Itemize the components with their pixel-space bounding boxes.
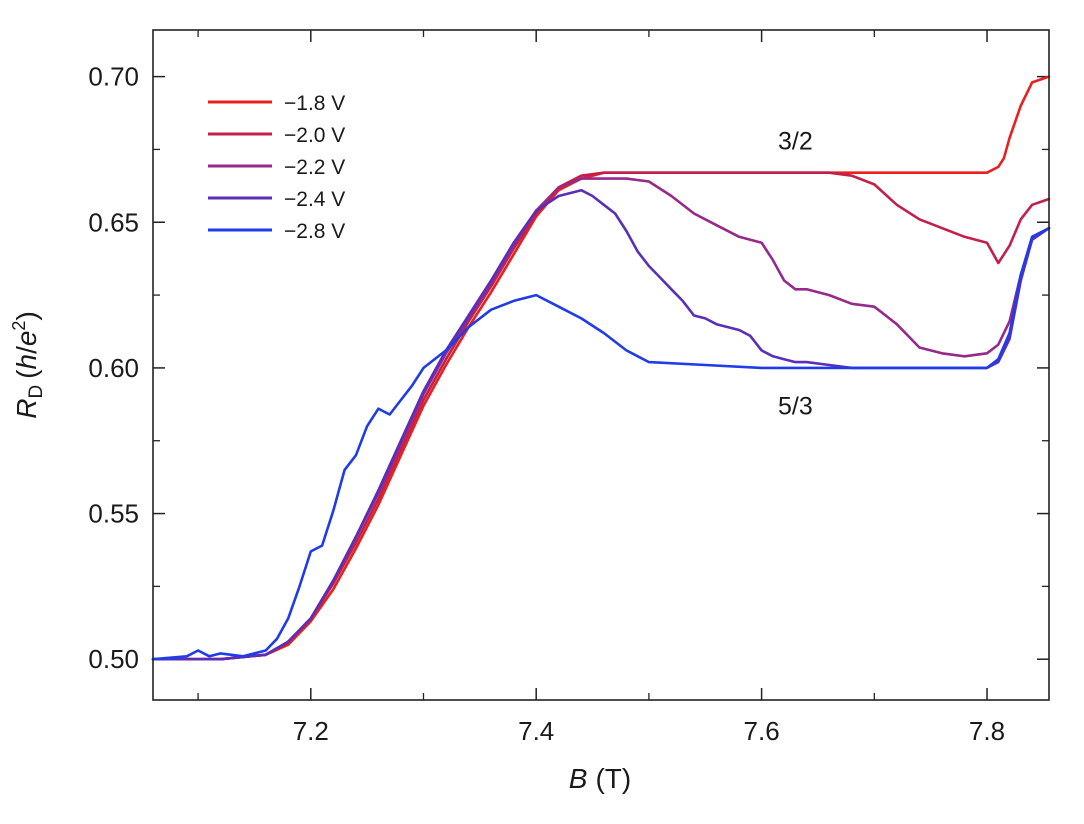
legend-label: −2.2 V xyxy=(284,156,345,179)
x-tick-label: 7.4 xyxy=(518,716,554,746)
series-lines xyxy=(151,75,1051,661)
series-line-3 xyxy=(151,177,1051,661)
plot-frame xyxy=(152,29,1050,701)
y-tick-label: 0.65 xyxy=(88,207,139,237)
y-tick-label: 0.60 xyxy=(88,353,139,383)
y-axis-title: RD(h/e2) xyxy=(9,311,47,419)
x-tick-label: 7.6 xyxy=(744,716,780,746)
series-line-1 xyxy=(151,75,1051,661)
series-line-5 xyxy=(151,226,1051,661)
x-tick-label: 7.2 xyxy=(293,716,329,746)
series-line-4 xyxy=(151,188,1051,661)
series-line-2 xyxy=(151,171,1051,661)
y-tick-label: 0.70 xyxy=(88,62,139,92)
y-tick-label: 0.55 xyxy=(88,499,139,529)
legend: −1.8 V −2.0 V −2.2 V −2.4 V −2.8 V xyxy=(208,92,345,243)
legend-label: −1.8 V xyxy=(284,92,345,115)
x-axis-title: B (T) xyxy=(569,763,631,794)
svg-text:RD(h/e2): RD(h/e2) xyxy=(9,311,47,419)
y-tick-label: 0.50 xyxy=(88,644,139,674)
annotation-label: 5/3 xyxy=(778,393,813,421)
legend-label: −2.8 V xyxy=(284,220,345,243)
annotations: 3/2 5/3 xyxy=(778,127,813,420)
x-tick-label: 7.8 xyxy=(969,716,1005,746)
legend-label: −2.0 V xyxy=(284,124,345,147)
legend-label: −2.4 V xyxy=(284,188,345,211)
tick-labels: 0.50 0.55 0.60 0.65 0.70 7.2 7.4 7.6 7.8 xyxy=(88,62,1005,746)
annotation-label: 3/2 xyxy=(778,127,813,155)
tick-marks xyxy=(153,30,1049,700)
